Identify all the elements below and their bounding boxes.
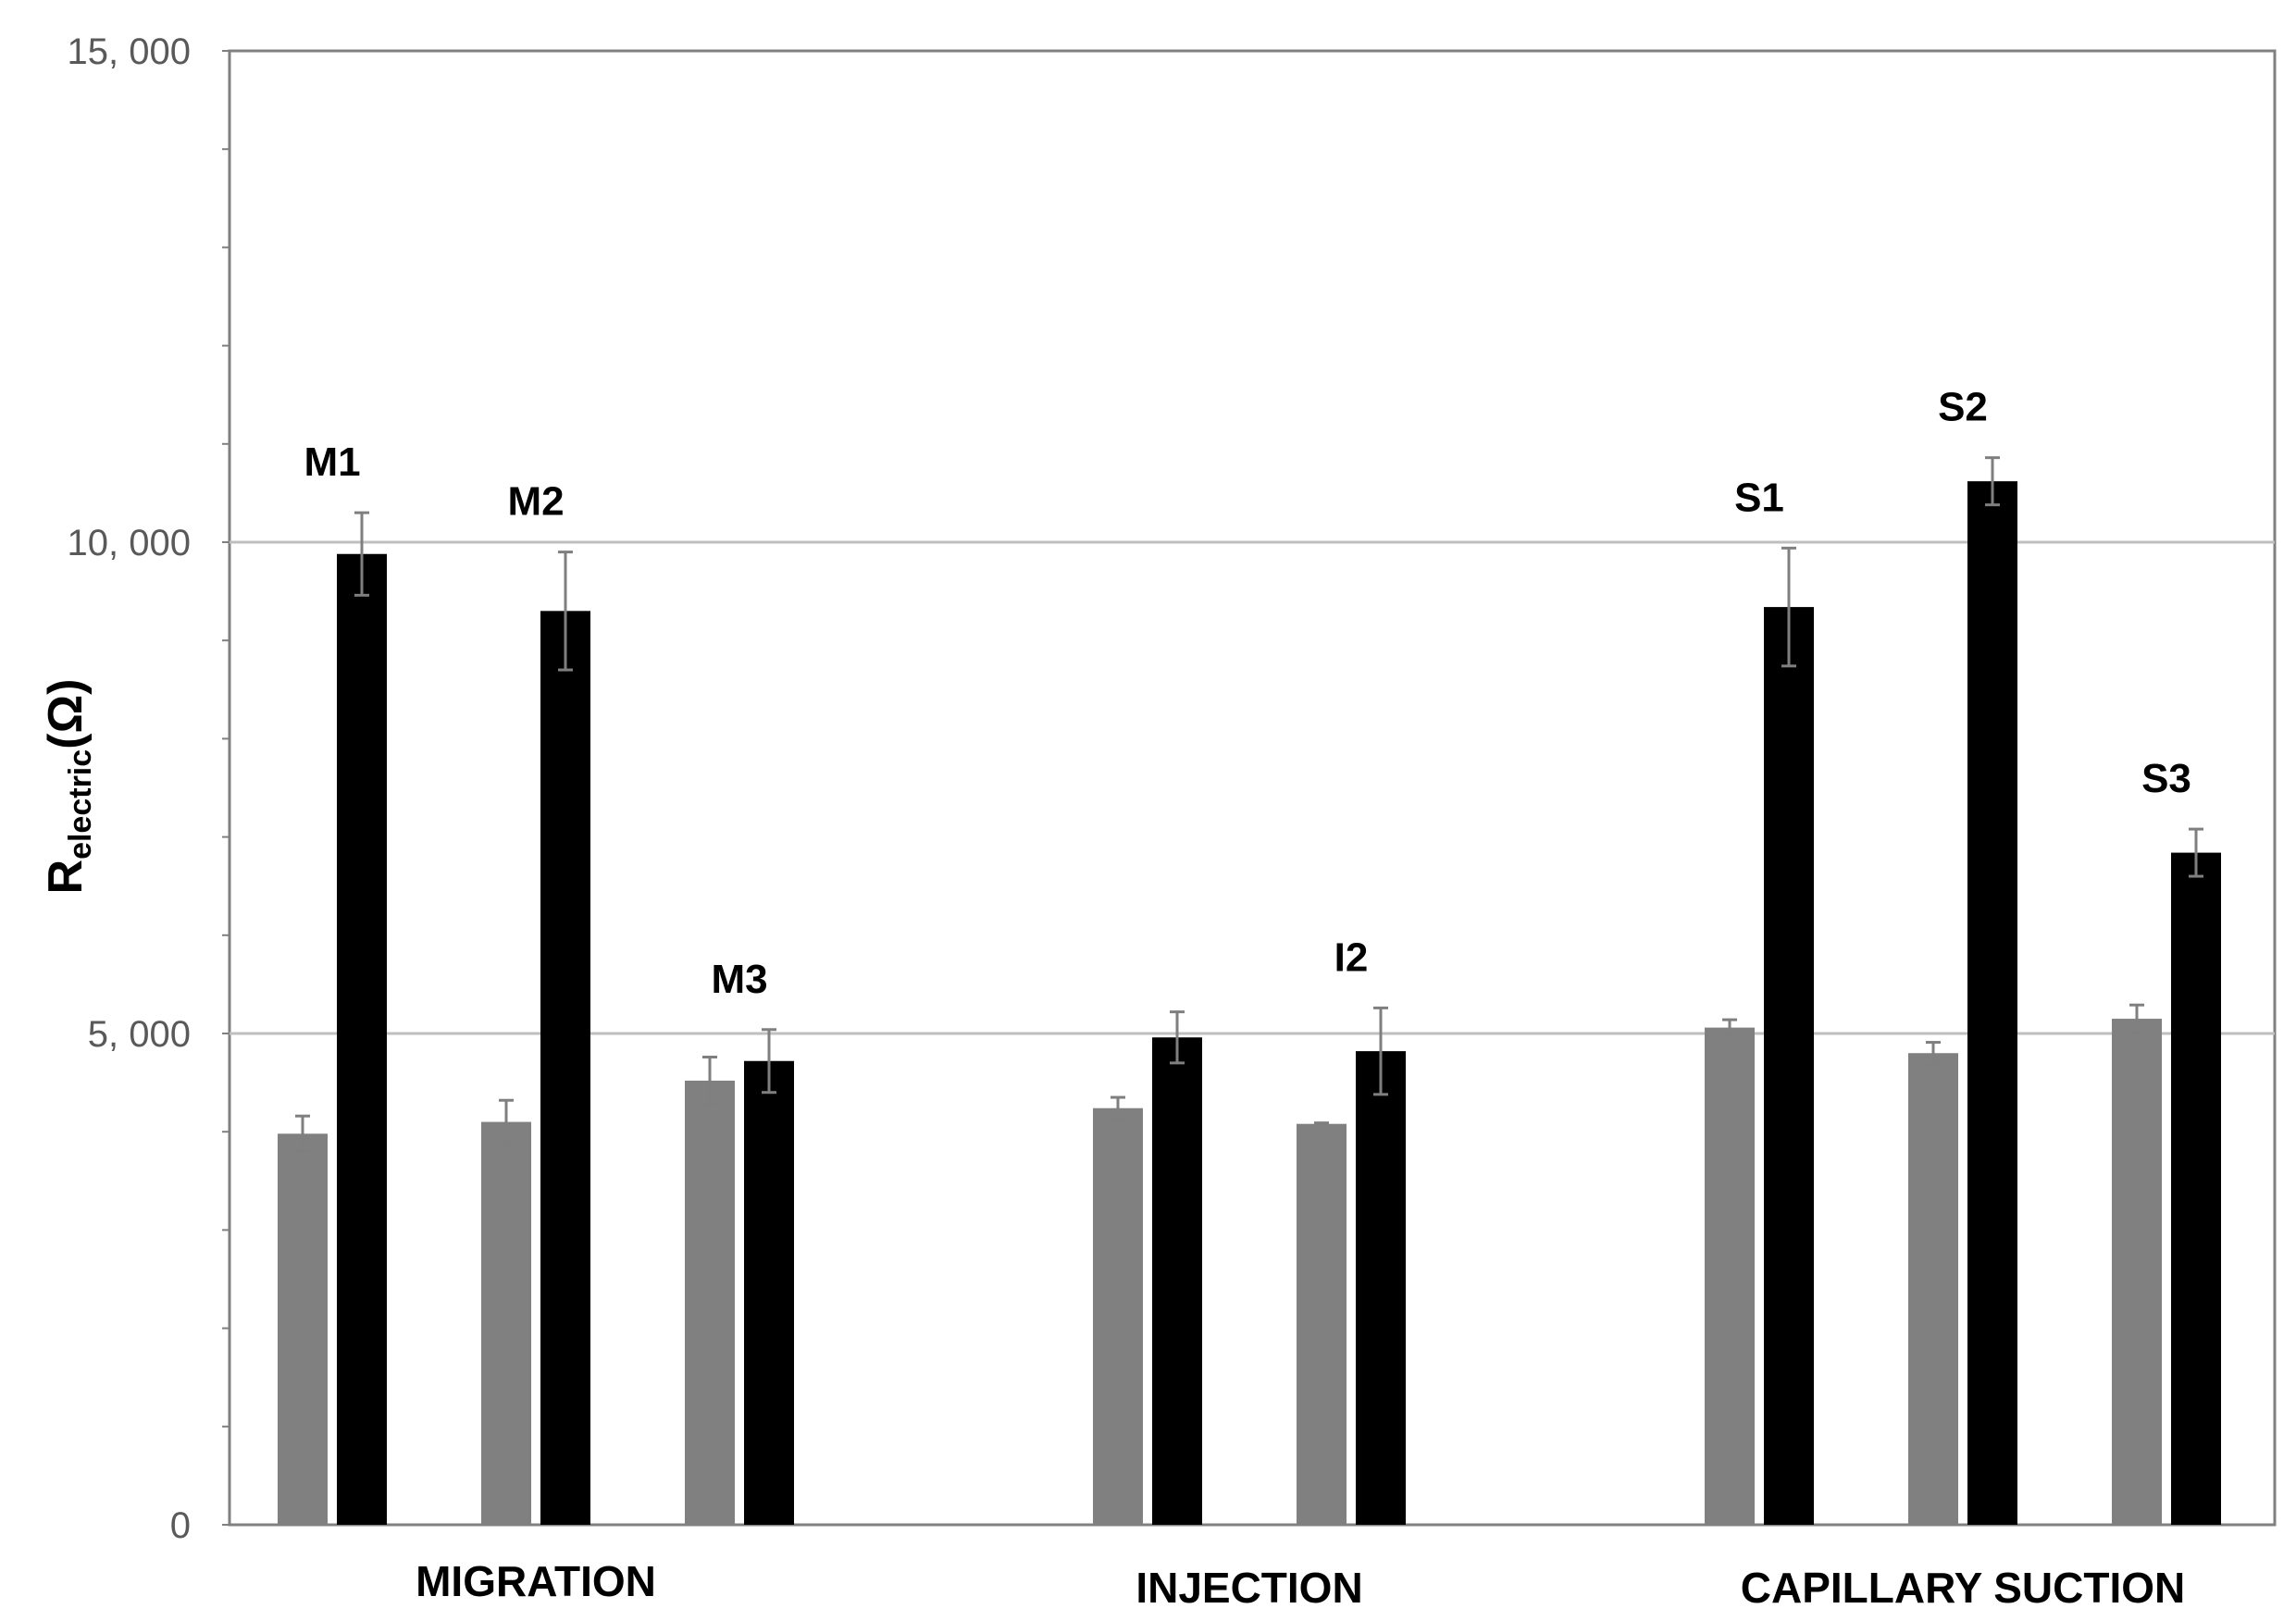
bar-black xyxy=(1356,1051,1406,1525)
y-axis-ticks: 0 5, 000 10, 000 15, 000 xyxy=(68,31,230,1546)
bar-gray xyxy=(1908,1053,1958,1525)
bar-label: M2 xyxy=(507,479,564,525)
bar-gray xyxy=(1093,1107,1143,1525)
bar-gray xyxy=(481,1121,531,1525)
labels: M1 M2 M3 MIGRATION I2 INJECTION S1 S2 S3 CAPILLAR… xyxy=(304,385,2191,1612)
bar-gray xyxy=(1297,1123,1347,1525)
group-label: MIGRATION xyxy=(416,1557,656,1605)
bar-label: I2 xyxy=(1334,934,1369,980)
bar-black xyxy=(2171,852,2221,1525)
bar-black xyxy=(1152,1037,1202,1525)
bar-label: M1 xyxy=(304,439,360,485)
bar-gray xyxy=(1705,1027,1755,1525)
y-axis-label-subscript: electric xyxy=(63,749,98,860)
bar-black xyxy=(540,611,590,1525)
bar-black xyxy=(744,1060,794,1525)
bar-black xyxy=(1764,607,1814,1525)
bar-gray xyxy=(278,1133,328,1525)
bar-black xyxy=(337,553,387,1525)
bars xyxy=(278,456,2221,1525)
y-axis-label-main: R xyxy=(39,860,93,895)
bar-black xyxy=(1967,481,2017,1525)
y-tick-label: 15, 000 xyxy=(68,31,191,72)
y-tick-label: 0 xyxy=(170,1505,191,1546)
bar-label: S1 xyxy=(1734,475,1784,520)
group-label: CAPILLARY SUCTION xyxy=(1741,1564,2185,1612)
y-axis-label-unit: (Ω) xyxy=(39,679,93,749)
y-tick-label: 10, 000 xyxy=(68,523,191,563)
bar-gray xyxy=(685,1080,735,1525)
bar-label: M3 xyxy=(711,957,767,1002)
group-label: INJECTION xyxy=(1136,1564,1362,1612)
bar-gray xyxy=(2112,1019,2162,1525)
y-tick-label: 5, 000 xyxy=(88,1014,191,1055)
bar-label: S3 xyxy=(2141,756,2191,801)
y-axis-label: Relectric(Ω) xyxy=(39,679,98,895)
bar-label: S2 xyxy=(1938,385,1988,430)
